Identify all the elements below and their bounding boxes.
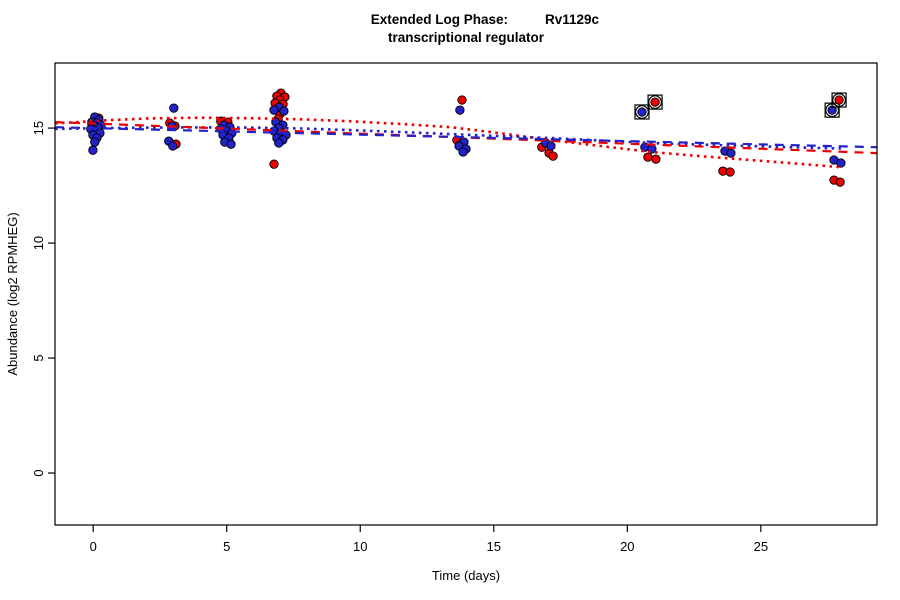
blue-data-point bbox=[226, 139, 236, 149]
blue-data-point bbox=[168, 141, 178, 151]
outlier-circle-marker bbox=[635, 105, 649, 119]
chart-title-line2: transcriptional regulator bbox=[388, 30, 545, 45]
x-axis-tick-label: 5 bbox=[223, 539, 230, 554]
chart-title-gene: Rv1129c bbox=[545, 12, 600, 27]
blue-data-point bbox=[269, 105, 279, 115]
y-axis-tick-label: 5 bbox=[31, 354, 46, 361]
blue-data-point bbox=[546, 141, 556, 151]
y-axis-tick-label: 0 bbox=[31, 469, 46, 476]
outlier-circle-marker bbox=[648, 95, 662, 109]
chart-title-line1-left: Extended Log Phase: bbox=[371, 12, 508, 27]
outlier-data-point bbox=[834, 95, 844, 105]
outlier-square-marker bbox=[831, 92, 847, 108]
x-axis-tick-label: 20 bbox=[620, 539, 634, 554]
red-dotted-curve bbox=[54, 116, 842, 169]
outlier-square-marker bbox=[647, 94, 663, 110]
x-axis-tick-label: 15 bbox=[487, 539, 501, 554]
y-axis-tick-label: 10 bbox=[31, 236, 46, 250]
plot-box bbox=[54, 62, 878, 526]
x-axis-tick-label: 10 bbox=[353, 539, 367, 554]
outlier-square-marker bbox=[634, 104, 650, 120]
red-data-point bbox=[651, 154, 661, 164]
x-axis-tick-label: 25 bbox=[754, 539, 768, 554]
outlier-circle-marker bbox=[832, 93, 846, 107]
red-data-point bbox=[643, 152, 653, 162]
x-axis-tick-label: 0 bbox=[90, 539, 97, 554]
x-axis-label: Time (days) bbox=[432, 568, 500, 583]
blue-data-point bbox=[90, 137, 100, 147]
red-data-point bbox=[269, 159, 279, 169]
outlier-data-point bbox=[637, 107, 647, 117]
blue-data-point bbox=[279, 106, 289, 116]
blue-data-point bbox=[88, 145, 98, 155]
blue-data-point bbox=[274, 138, 284, 148]
blue-data-point bbox=[836, 158, 846, 168]
blue-data-point bbox=[455, 105, 465, 115]
outlier-data-point bbox=[650, 97, 660, 107]
blue-data-point bbox=[726, 148, 736, 158]
y-axis-tick-label: 15 bbox=[31, 121, 46, 135]
blue-data-point bbox=[169, 103, 179, 113]
y-axis-label: Abundance (log2 RPMHEG) bbox=[5, 212, 20, 375]
red-data-point bbox=[725, 167, 735, 177]
red-data-point bbox=[457, 95, 467, 105]
red-data-point bbox=[835, 177, 845, 187]
red-data-point bbox=[548, 151, 558, 161]
blue-data-point bbox=[458, 147, 468, 157]
